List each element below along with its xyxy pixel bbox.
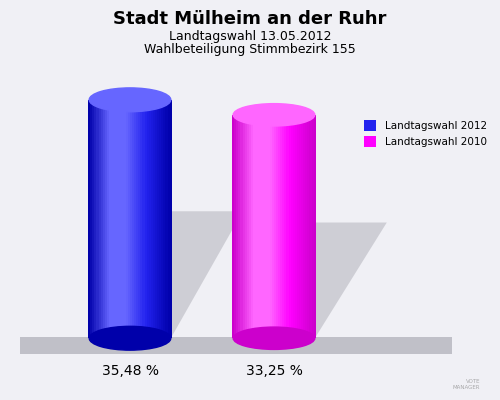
Ellipse shape	[233, 327, 315, 350]
Bar	[262, 115, 264, 338]
Polygon shape	[233, 222, 387, 338]
Bar	[88, 100, 90, 338]
Bar	[116, 100, 117, 338]
Bar	[128, 100, 130, 338]
Bar	[278, 115, 280, 338]
Bar	[249, 115, 251, 338]
Bar	[126, 100, 128, 338]
Bar	[142, 100, 144, 338]
Bar	[155, 100, 158, 338]
Bar	[151, 100, 153, 338]
Bar	[168, 100, 170, 338]
Bar	[102, 100, 105, 338]
Bar	[251, 115, 253, 338]
Ellipse shape	[233, 104, 315, 126]
Bar	[314, 115, 316, 338]
Bar	[164, 100, 166, 338]
Bar	[118, 100, 120, 338]
Bar	[132, 100, 134, 338]
Bar	[111, 100, 114, 338]
Bar	[138, 100, 140, 338]
Bar	[240, 115, 242, 338]
Bar	[301, 115, 304, 338]
Bar	[120, 100, 122, 338]
Bar	[234, 115, 236, 338]
Bar	[166, 100, 168, 338]
Bar	[284, 115, 286, 338]
Text: 35,48 %: 35,48 %	[102, 364, 158, 378]
Bar	[257, 115, 260, 338]
Bar	[90, 100, 92, 338]
Bar	[92, 100, 94, 338]
Bar	[260, 115, 262, 338]
Bar	[246, 115, 249, 338]
Bar	[308, 115, 310, 338]
Bar	[113, 100, 116, 338]
Bar	[232, 115, 234, 338]
Bar	[303, 115, 306, 338]
Bar	[242, 115, 245, 338]
Ellipse shape	[89, 326, 171, 350]
Text: Wahlbeteiligung Stimmbezirk 155: Wahlbeteiligung Stimmbezirk 155	[144, 43, 356, 56]
Bar	[144, 100, 147, 338]
Polygon shape	[89, 211, 243, 338]
Bar	[274, 115, 276, 338]
Bar	[293, 115, 295, 338]
Bar	[159, 100, 162, 338]
Bar	[272, 115, 274, 338]
Text: Landtagswahl 13.05.2012: Landtagswahl 13.05.2012	[169, 30, 331, 43]
Bar	[134, 100, 136, 338]
Bar	[140, 100, 142, 338]
Bar	[153, 100, 155, 338]
Bar	[244, 115, 247, 338]
Bar	[162, 100, 164, 338]
Bar	[286, 115, 288, 338]
Bar	[94, 100, 96, 338]
Bar	[105, 100, 107, 338]
Bar	[157, 100, 160, 338]
Bar	[306, 115, 308, 338]
Bar	[282, 115, 284, 338]
Legend: Landtagswahl 2012, Landtagswahl 2010: Landtagswahl 2012, Landtagswahl 2010	[360, 117, 490, 150]
Bar	[98, 100, 101, 338]
Bar	[100, 100, 103, 338]
Bar	[310, 115, 312, 338]
Ellipse shape	[89, 88, 171, 112]
Bar	[312, 115, 314, 338]
Bar	[107, 100, 109, 338]
Bar	[146, 100, 149, 338]
Bar	[264, 115, 266, 338]
Bar	[268, 115, 270, 338]
Bar	[288, 115, 291, 338]
Bar	[238, 115, 240, 338]
Bar	[109, 100, 111, 338]
Bar	[149, 100, 151, 338]
Bar	[236, 115, 238, 338]
Bar	[122, 100, 124, 338]
Bar	[276, 115, 278, 338]
Bar	[20, 338, 452, 354]
Bar	[297, 115, 299, 338]
Bar	[270, 115, 272, 338]
Bar	[130, 100, 132, 338]
Text: 33,25 %: 33,25 %	[246, 364, 302, 378]
Bar	[170, 100, 172, 338]
Bar	[96, 100, 98, 338]
Bar	[266, 115, 268, 338]
Bar	[255, 115, 258, 338]
Bar	[295, 115, 297, 338]
Bar	[280, 115, 282, 338]
Bar	[290, 115, 293, 338]
Text: VOTE
MANAGER: VOTE MANAGER	[453, 379, 480, 390]
Bar	[299, 115, 302, 338]
Bar	[124, 100, 126, 338]
Bar	[253, 115, 255, 338]
Text: Stadt Mülheim an der Ruhr: Stadt Mülheim an der Ruhr	[114, 10, 386, 28]
Bar	[136, 100, 138, 338]
